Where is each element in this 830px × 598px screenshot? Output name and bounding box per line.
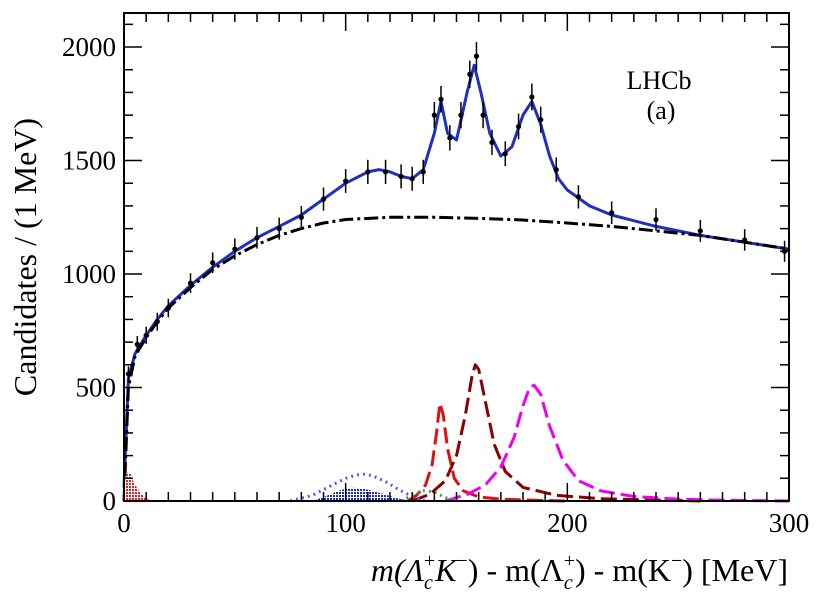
x-tick-label: 200 xyxy=(547,508,588,538)
data-point xyxy=(232,246,238,252)
data-point xyxy=(467,71,473,77)
data-points-layer xyxy=(125,42,788,382)
data-point xyxy=(143,332,149,338)
data-point xyxy=(420,169,426,175)
y-tick-label: 500 xyxy=(76,373,117,403)
data-point xyxy=(134,341,140,347)
data-point xyxy=(529,94,535,100)
experiment-label: LHCb xyxy=(627,66,692,95)
data-point xyxy=(438,96,444,102)
data-point xyxy=(575,194,582,200)
series-layer xyxy=(122,63,790,503)
tick-layer: 0 100 200 300 0 500 1000 1500 2000 xyxy=(62,13,809,538)
data-point xyxy=(447,135,453,141)
series-peak-2 xyxy=(411,363,701,503)
data-point xyxy=(210,260,216,266)
data-point xyxy=(742,237,748,243)
data-point xyxy=(409,176,415,182)
series-threshold-filled xyxy=(124,471,151,501)
x-tick-label: 300 xyxy=(769,508,810,538)
data-point xyxy=(254,235,260,241)
data-point xyxy=(431,112,437,118)
data-point xyxy=(653,216,659,223)
data-point xyxy=(480,112,486,118)
x-axis-title: m(Λc+K−) - m(Λc+) - m(K−) [MeV] xyxy=(371,550,788,594)
data-point xyxy=(489,139,495,145)
series-other-green-dotted xyxy=(400,489,457,503)
data-point xyxy=(125,371,132,377)
data-point xyxy=(553,167,559,173)
data-point xyxy=(458,112,464,118)
series-peak-1 xyxy=(406,401,568,503)
data-point xyxy=(276,226,282,232)
x-tick-label: 100 xyxy=(325,508,366,538)
data-point xyxy=(697,228,703,234)
data-point xyxy=(382,169,389,175)
data-point xyxy=(154,319,160,325)
data-point xyxy=(515,123,522,130)
x-tick-label: 0 xyxy=(117,508,131,538)
data-point xyxy=(609,210,615,216)
data-point xyxy=(502,151,508,157)
data-point xyxy=(398,173,404,180)
data-point xyxy=(538,117,544,123)
data-point xyxy=(320,196,327,202)
series-total-fit xyxy=(122,63,790,488)
data-point xyxy=(165,305,171,311)
y-tick-label: 1500 xyxy=(62,146,116,176)
data-point xyxy=(187,280,194,286)
data-point xyxy=(298,214,304,220)
series-peak-3 xyxy=(444,383,790,503)
data-point xyxy=(343,178,349,184)
y-axis-title: Candidates / (1 MeV) xyxy=(7,118,43,396)
data-point xyxy=(473,53,480,59)
data-point xyxy=(365,169,371,175)
y-tick-label: 0 xyxy=(103,486,117,516)
series-partial-reco-filled xyxy=(312,487,413,501)
series-partial-reco-dotted xyxy=(289,472,426,503)
y-tick-label: 1000 xyxy=(62,259,116,289)
y-tick-label: 2000 xyxy=(62,32,116,62)
panel-label: (a) xyxy=(647,96,676,125)
series-background xyxy=(122,215,790,502)
